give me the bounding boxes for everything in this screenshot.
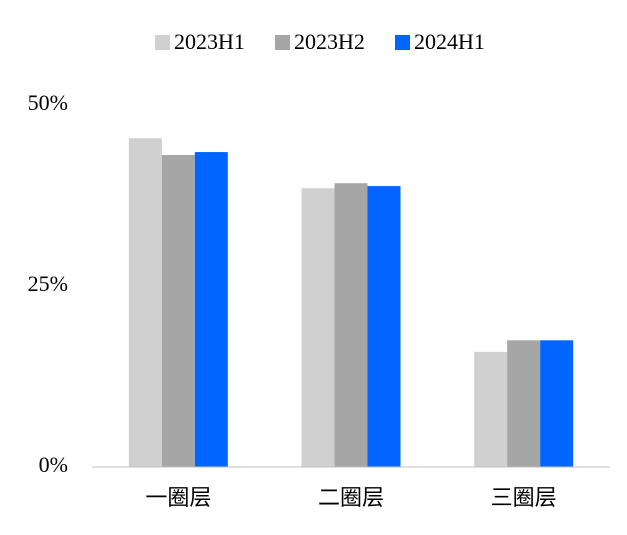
legend-swatch bbox=[155, 35, 170, 50]
x-tick-label: 一圈层 bbox=[145, 485, 211, 510]
legend-swatch bbox=[275, 35, 290, 50]
legend-label: 2023H2 bbox=[294, 29, 365, 54]
y-tick-label: 0% bbox=[39, 452, 68, 477]
bar bbox=[194, 152, 228, 467]
legend-label: 2024H1 bbox=[414, 29, 485, 54]
bar bbox=[367, 186, 401, 467]
y-tick-label: 50% bbox=[28, 90, 68, 115]
bar bbox=[474, 351, 508, 467]
bar bbox=[507, 340, 541, 467]
x-tick-label: 三圈层 bbox=[491, 485, 557, 510]
x-tick-label: 二圈层 bbox=[318, 485, 384, 510]
bar bbox=[161, 154, 195, 467]
bar bbox=[334, 183, 368, 467]
bar bbox=[301, 188, 335, 467]
legend-label: 2023H1 bbox=[174, 29, 245, 54]
legend-swatch bbox=[395, 35, 410, 50]
y-tick-label: 25% bbox=[28, 271, 68, 296]
bar bbox=[540, 340, 574, 467]
bar bbox=[128, 138, 162, 467]
